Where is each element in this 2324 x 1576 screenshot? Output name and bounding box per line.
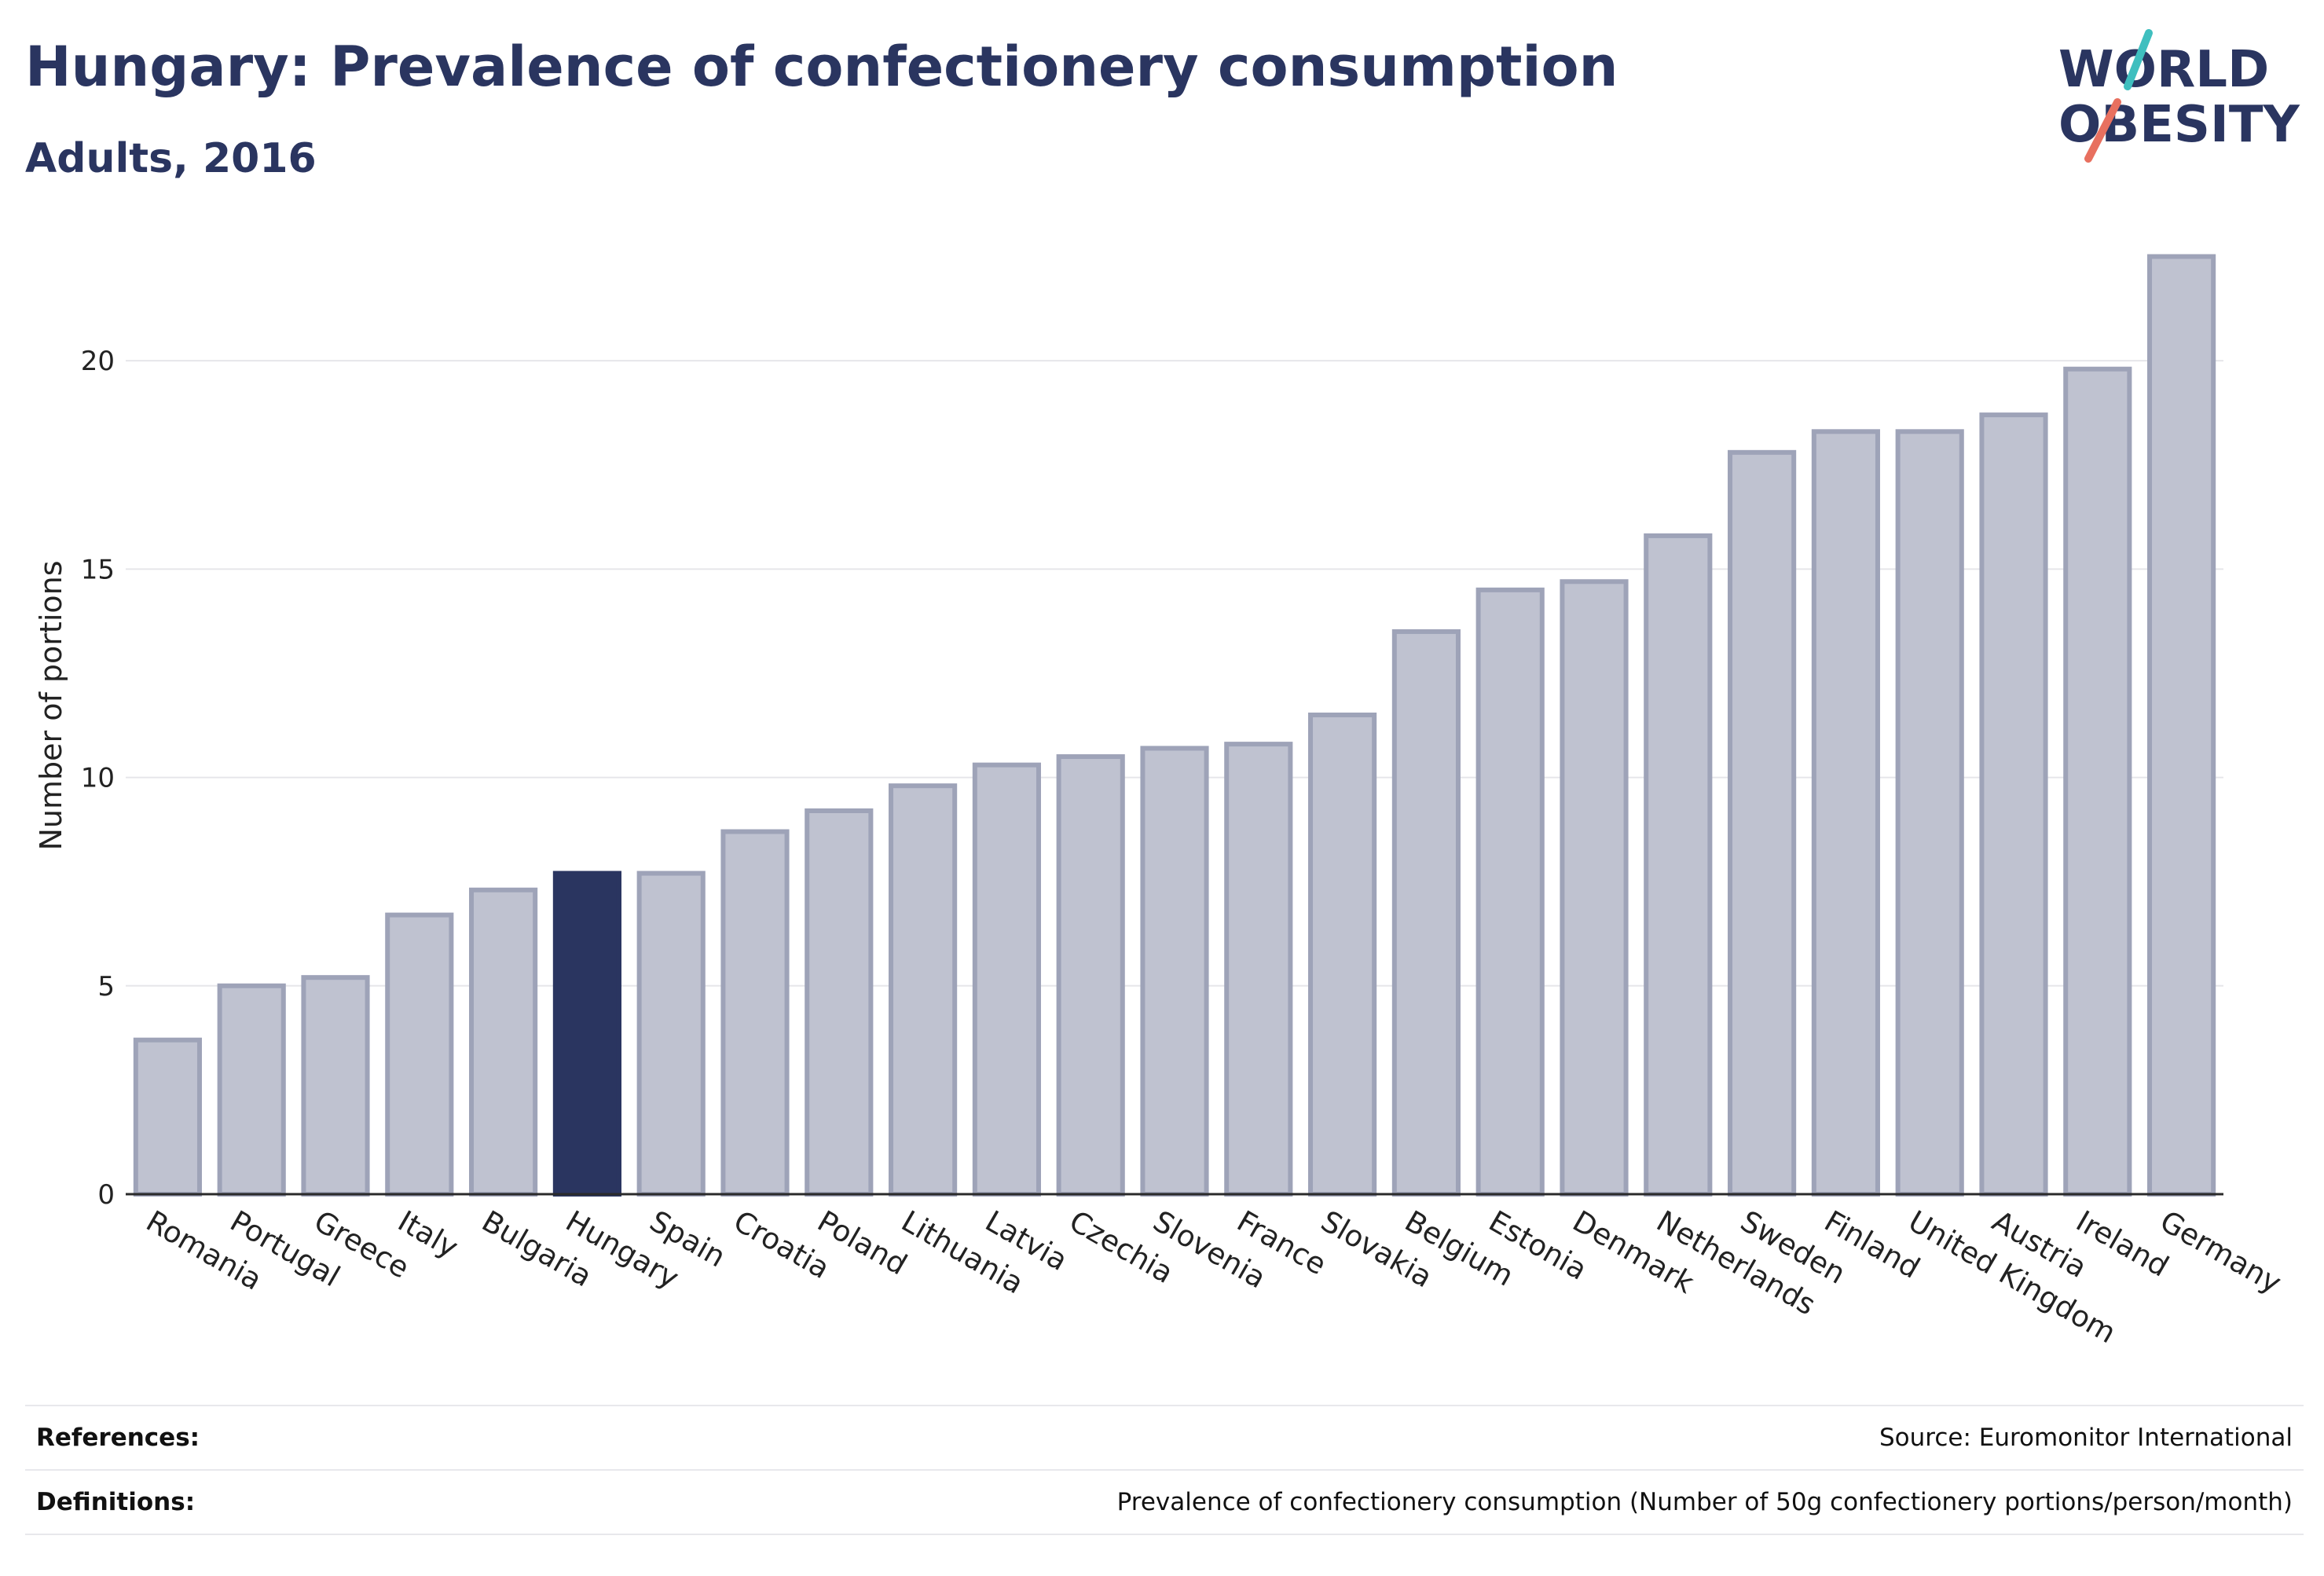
y-axis-title: Number of portions: [34, 560, 68, 850]
x-tick-label-ireland: Ireland: [2070, 1204, 2174, 1284]
references-value: Source: Euromonitor International: [1879, 1424, 2293, 1452]
bar-austria: [1979, 412, 2048, 1197]
bar-united-kingdom: [1895, 429, 1964, 1197]
bar-germany: [2147, 254, 2216, 1197]
world-obesity-logo: WORLD OBESITY: [2058, 29, 2300, 163]
bar-croatia: [720, 829, 790, 1197]
definitions-label: Definitions:: [36, 1488, 196, 1516]
references-row: References: Source: Euromonitor Internat…: [25, 1405, 2304, 1469]
bars-layer: [133, 254, 2216, 1197]
bar-czechia: [1056, 754, 1125, 1197]
logo-slash-teal: [2124, 29, 2153, 90]
bar-lithuania: [889, 783, 958, 1197]
bar-latvia: [972, 762, 1041, 1197]
bar-portugal: [217, 983, 286, 1197]
references-label: References:: [36, 1424, 200, 1452]
logo-word-world: WORLD: [2058, 41, 2269, 99]
bar-estonia: [1475, 587, 1545, 1197]
bar-bulgaria: [469, 887, 538, 1197]
bar-spain: [636, 870, 706, 1197]
bar-netherlands: [1644, 533, 1713, 1197]
bar-sweden: [1728, 449, 1797, 1197]
footer-divider: [25, 1534, 2304, 1535]
x-tick-label-croatia: Croatia: [728, 1204, 836, 1286]
logo-slash-coral: [2084, 98, 2121, 163]
bar-greece: [301, 975, 370, 1197]
bar-hungary: [552, 870, 621, 1197]
y-tick-label: 5: [97, 971, 115, 1002]
definitions-value: Prevalence of confectionery consumption …: [1116, 1488, 2293, 1516]
y-tick-label: 20: [81, 346, 115, 377]
definitions-row: Definitions: Prevalence of confectionery…: [25, 1469, 2304, 1534]
y-tick-label: 0: [97, 1179, 115, 1211]
bar-finland: [1811, 429, 1880, 1197]
page-title: Hungary: Prevalence of confectionery con…: [25, 35, 1618, 99]
bar-italy: [385, 912, 454, 1197]
x-tick-label-germany: Germany: [2154, 1204, 2287, 1300]
bar-denmark: [1560, 579, 1629, 1197]
y-tick-label: 15: [81, 554, 115, 585]
y-tick-labels: 0 5 10 15 20: [81, 346, 115, 1211]
bar-poland: [805, 808, 874, 1197]
y-tick-label: 10: [81, 763, 115, 794]
bar-romania: [133, 1037, 202, 1197]
bar-france: [1224, 742, 1293, 1197]
bar-ireland: [2063, 366, 2132, 1197]
bar-belgium: [1391, 629, 1461, 1197]
page-subtitle: Adults, 2016: [25, 135, 317, 182]
bar-slovenia: [1140, 746, 1209, 1197]
bar-slovakia: [1308, 713, 1377, 1197]
